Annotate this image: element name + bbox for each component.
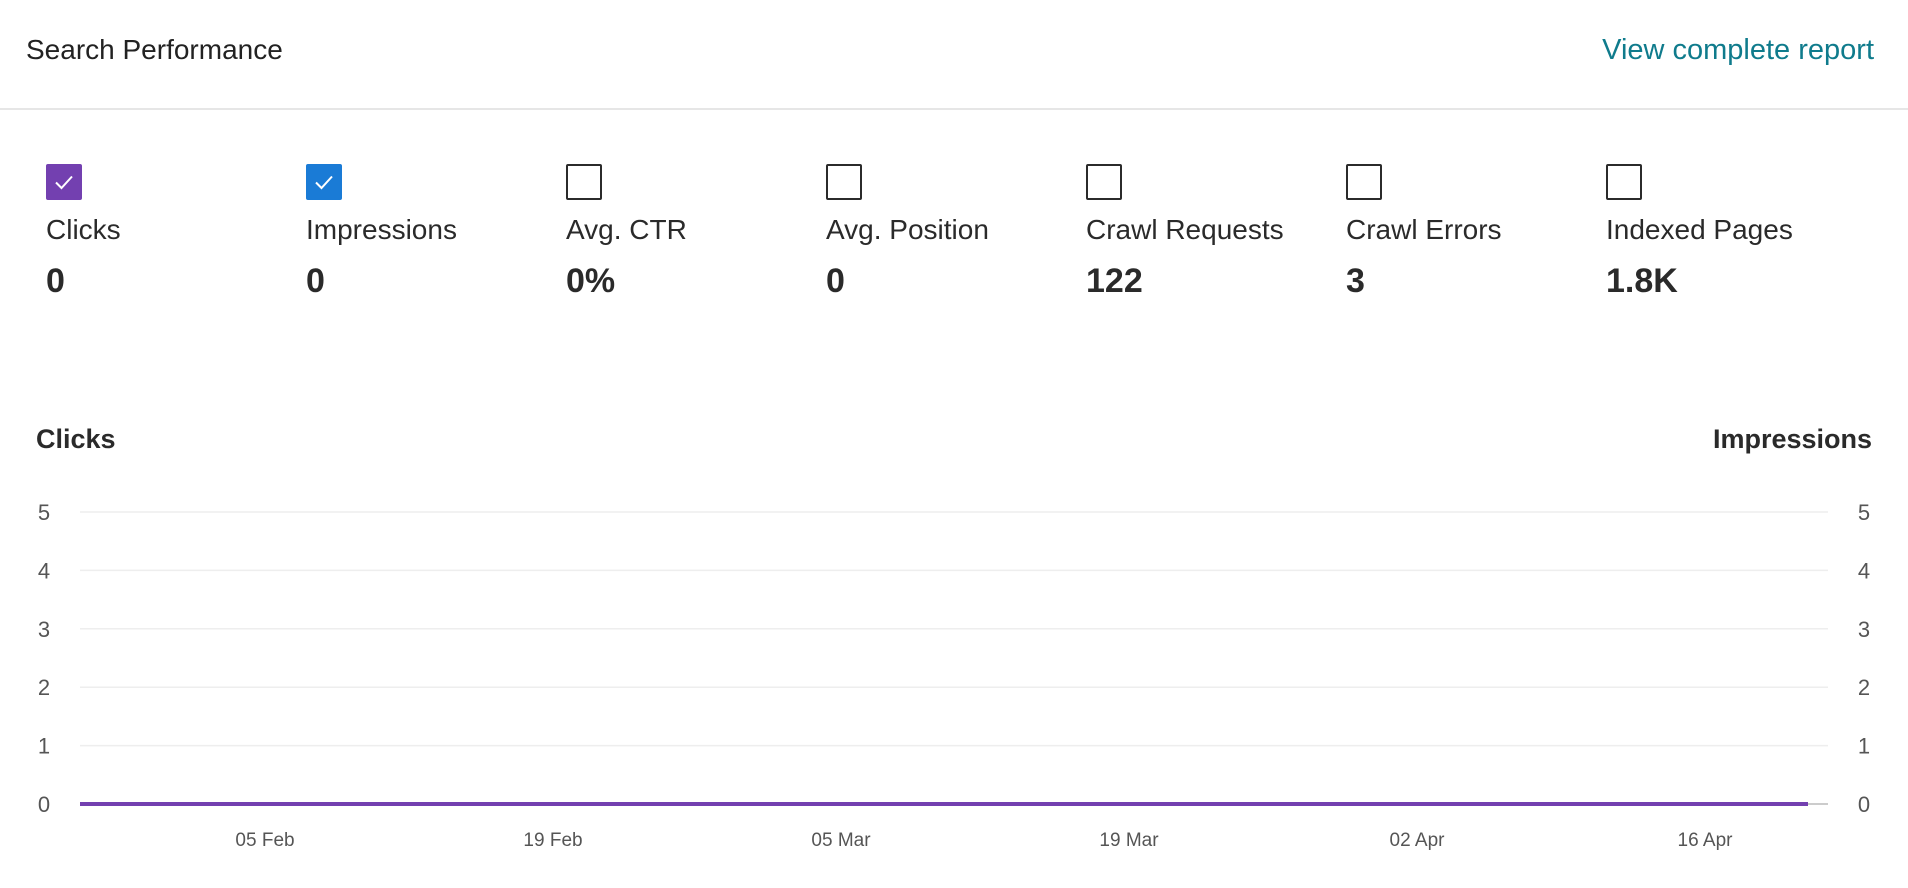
x-tick-label: 19 Mar [1099, 830, 1159, 851]
avg-position-checkbox[interactable] [826, 164, 862, 200]
metric-value: 0 [306, 262, 325, 300]
crawl-errors-checkbox[interactable] [1346, 164, 1382, 200]
y-tick-left: 4 [38, 558, 50, 583]
indexed-pages-checkbox[interactable] [1606, 164, 1642, 200]
metric-value: 122 [1086, 262, 1143, 300]
x-tick-label: 19 Feb [523, 830, 582, 851]
metric-value: 0% [566, 262, 616, 300]
y-tick-left: 5 [38, 500, 50, 525]
y-tick-left: 3 [38, 617, 50, 642]
checkmark-icon [315, 175, 333, 190]
y-tick-left: 1 [38, 734, 50, 759]
left-axis-title: Clicks [36, 424, 116, 454]
metric-impressions[interactable]: Impressions 0 [306, 164, 546, 301]
metric-crawl-requests[interactable]: Crawl Requests 122 [1086, 164, 1326, 301]
metric-clicks[interactable]: Clicks 0 [46, 164, 286, 301]
y-tick-right: 1 [1858, 734, 1870, 759]
x-tick-label: 16 Apr [1678, 830, 1734, 851]
x-tick-label: 05 Feb [235, 830, 294, 851]
metrics-row: Clicks 0 Impressions 0 Avg. CTR 0% Avg. … [0, 110, 1908, 340]
metric-avg-position[interactable]: Avg. Position 0 [826, 164, 1066, 301]
y-tick-left: 2 [38, 675, 50, 700]
y-tick-right: 0 [1858, 792, 1870, 817]
clicks-checkbox[interactable] [46, 164, 82, 200]
x-tick-label: 05 Mar [811, 830, 871, 851]
avg-ctr-checkbox[interactable] [566, 164, 602, 200]
y-tick-right: 3 [1858, 617, 1870, 642]
metric-value: 3 [1346, 262, 1365, 300]
metric-label: Impressions [306, 214, 457, 245]
x-tick-label: 02 Apr [1390, 830, 1446, 851]
y-tick-right: 5 [1858, 500, 1870, 525]
metric-avg-ctr[interactable]: Avg. CTR 0% [566, 164, 806, 301]
performance-chart: 0 0 1 1 2 2 3 3 4 4 5 5 05 Feb 19 Feb 05 Mar 19 Mar 02 A… [0, 480, 1908, 860]
metric-label: Crawl Requests [1086, 214, 1284, 245]
header: Search Performance View complete report [0, 0, 1908, 110]
checkmark-icon [55, 175, 73, 190]
metric-value: 0 [46, 262, 65, 300]
metric-label: Avg. CTR [566, 214, 687, 245]
y-tick-right: 4 [1858, 558, 1870, 583]
metric-label: Clicks [46, 214, 121, 245]
metric-label: Indexed Pages [1606, 214, 1793, 245]
metric-value: 1.8K [1606, 262, 1678, 300]
metric-label: Crawl Errors [1346, 214, 1502, 245]
y-tick-right: 2 [1858, 675, 1870, 700]
metric-crawl-errors[interactable]: Crawl Errors 3 [1346, 164, 1586, 301]
y-tick-left: 0 [38, 792, 50, 817]
view-complete-report-link[interactable]: View complete report [1602, 34, 1874, 66]
page-title: Search Performance [26, 34, 283, 65]
right-axis-title: Impressions [1712, 424, 1872, 454]
chart-svg: 0 0 1 1 2 2 3 3 4 4 5 5 05 Feb 19 Feb 05 Mar 19 Mar 02 A… [38, 500, 1870, 851]
metric-label: Avg. Position [826, 214, 989, 245]
metric-value: 0 [826, 262, 845, 300]
impressions-checkbox[interactable] [306, 164, 342, 200]
metric-indexed-pages[interactable]: Indexed Pages 1.8K [1606, 164, 1846, 301]
crawl-requests-checkbox[interactable] [1086, 164, 1122, 200]
